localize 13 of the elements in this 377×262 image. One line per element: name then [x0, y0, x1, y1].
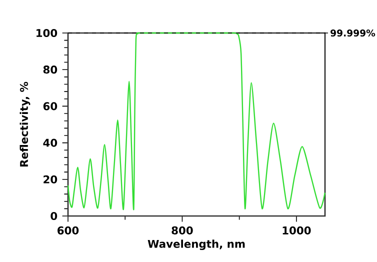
line-series: [67, 32, 326, 210]
y-tick-label: 40: [43, 138, 58, 147]
y-tick-label: 60: [43, 102, 58, 110]
x-tick-label: 1000: [282, 226, 311, 234]
y-axis-title: Reflectivity, %: [20, 82, 30, 166]
x-axis-title: Wavelength, nm: [148, 240, 245, 250]
y-tick-label: 100: [36, 28, 58, 38]
ref-line-label: 99.999%: [330, 29, 376, 37]
y-tick-label: 80: [43, 66, 58, 74]
x-tick-label: 600: [58, 226, 79, 234]
y-tick-label: 20: [44, 175, 58, 184]
y-tick-label: 0: [50, 212, 58, 220]
x-tick-label: 800: [172, 226, 193, 234]
